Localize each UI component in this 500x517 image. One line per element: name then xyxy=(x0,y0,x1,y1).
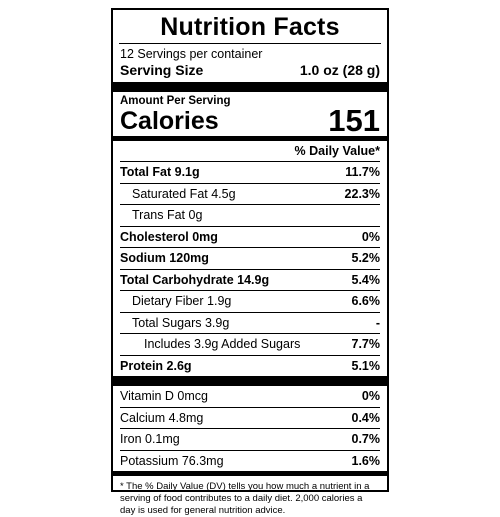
daily-value-footnote: * The % Daily Value (DV) tells you how m… xyxy=(120,481,370,516)
medium-divider-footnote xyxy=(113,471,387,476)
nutrient-dv: 6.6% xyxy=(351,294,381,308)
nutrient-name: Total Sugars 3.9g xyxy=(132,315,230,330)
vitamin-name: Potassium 76.3mg xyxy=(120,453,224,468)
nutrient-dv: 5.2% xyxy=(351,251,381,265)
nutrient-row-total-carbohydrate: Total Carbohydrate 14.9g 5.4% xyxy=(120,268,381,291)
nutrient-row-saturated-fat: Saturated Fat 4.5g 22.3% xyxy=(120,182,380,205)
vitamin-row-calcium: Calcium 4.8mg 0.4% xyxy=(120,406,381,429)
nutrient-dv: 22.3% xyxy=(344,186,380,201)
nutrient-dv: - xyxy=(375,315,380,330)
nutrient-name: Cholesterol 0mg xyxy=(120,229,218,244)
calories-value: 151 xyxy=(328,103,380,138)
nutrient-row-sodium: Sodium 120mg 5.2% xyxy=(120,247,380,269)
nutrient-row-trans-fat: Trans Fat 0g xyxy=(120,204,380,226)
nutrient-name: Includes 3.9g Added Sugars xyxy=(144,337,301,351)
nutrient-name: Sodium 120mg xyxy=(120,251,209,265)
vitamin-dv: 0.7% xyxy=(351,432,381,446)
serving-size-row: Serving Size 1.0 oz (28 g) xyxy=(120,62,380,79)
nutrient-row-cholesterol: Cholesterol 0mg 0% xyxy=(120,225,380,248)
title-divider xyxy=(119,43,381,44)
thick-divider-vitamins xyxy=(113,376,387,386)
nutrient-name: Total Carbohydrate 14.9g xyxy=(120,272,270,287)
nutrient-row-total-sugars: Total Sugars 3.9g - xyxy=(120,311,380,334)
calories-row: Calories 151 xyxy=(120,103,380,138)
vitamin-dv: 1.6% xyxy=(351,453,381,468)
nutrient-name: Trans Fat 0g xyxy=(132,208,203,222)
nutrient-row-dietary-fiber: Dietary Fiber 1.9g 6.6% xyxy=(120,290,380,312)
serving-size-label: Serving Size xyxy=(120,62,204,78)
calories-label: Calories xyxy=(120,107,219,135)
nutrient-name: Total Fat 9.1g xyxy=(120,165,200,179)
nutrient-name: Protein 2.6g xyxy=(120,358,192,373)
thick-divider-top xyxy=(113,82,387,92)
nutrient-row-total-fat: Total Fat 9.1g 11.7% xyxy=(120,161,380,183)
serving-size-value: 1.0 oz (28 g) xyxy=(299,62,380,78)
vitamin-row-iron: Iron 0.1mg 0.7% xyxy=(120,428,380,450)
vitamin-row-vitamin-d: Vitamin D 0mcg 0% xyxy=(120,386,380,407)
nutrition-facts-label: Nutrition Facts 12 Servings per containe… xyxy=(111,8,389,516)
amount-per-serving: Amount Per Serving xyxy=(120,95,231,107)
vitamin-row-potassium: Potassium 76.3mg 1.6% xyxy=(120,449,381,472)
servings-per-container: 12 Servings per container xyxy=(120,47,263,61)
vitamin-dv: 0% xyxy=(361,389,380,403)
label-title: Nutrition Facts xyxy=(160,13,340,41)
nutrient-name: Dietary Fiber 1.9g xyxy=(132,294,232,308)
vitamin-name: Calcium 4.8mg xyxy=(120,410,204,425)
vitamin-name: Iron 0.1mg xyxy=(120,432,180,446)
nutrient-row-added-sugars: Includes 3.9g Added Sugars 7.7% xyxy=(120,333,380,355)
nutrient-dv: 5.4% xyxy=(351,272,381,287)
nutrient-dv: 5.1% xyxy=(351,358,381,373)
nutrient-name: Saturated Fat 4.5g xyxy=(132,186,236,201)
nutrient-dv: 11.7% xyxy=(345,165,380,179)
nutrient-dv: 7.7% xyxy=(351,337,381,351)
nutrient-dv: 0% xyxy=(361,229,380,244)
medium-divider-calories xyxy=(113,136,387,141)
vitamin-dv: 0.4% xyxy=(351,410,381,425)
daily-value-header: % Daily Value* xyxy=(294,144,380,158)
nutrient-row-protein: Protein 2.6g 5.1% xyxy=(120,354,381,377)
vitamin-name: Vitamin D 0mcg xyxy=(120,389,208,403)
